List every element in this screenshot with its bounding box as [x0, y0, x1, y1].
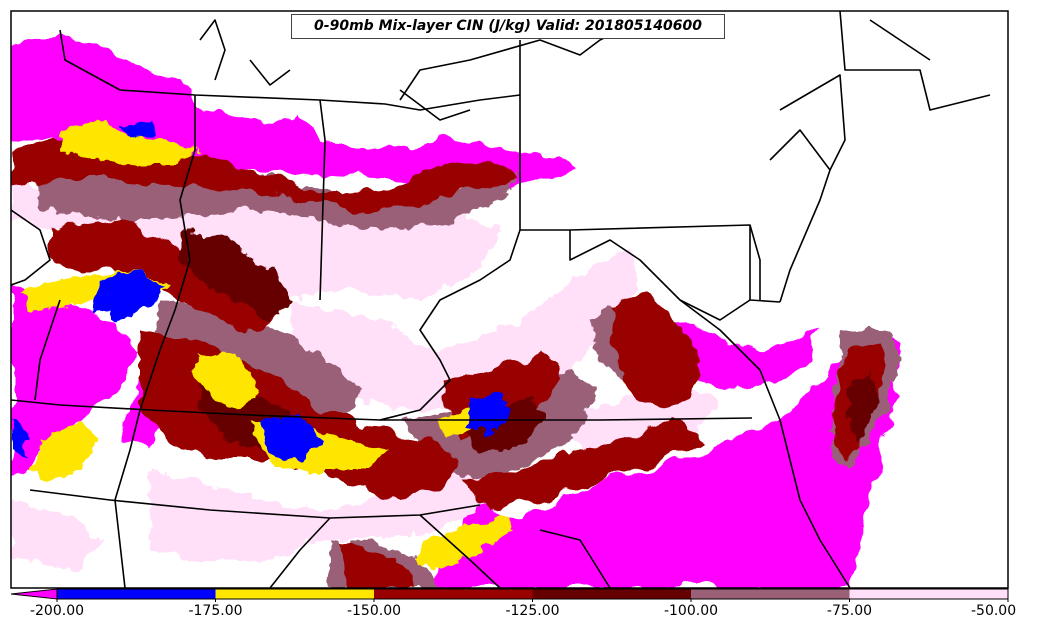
state-boundaries — [11, 11, 991, 588]
cin-blue-regions — [11, 120, 510, 460]
colorbar-tick-label: -200.00 — [29, 603, 85, 619]
colorbar — [10, 588, 1009, 602]
colorbar-bin-1 — [215, 589, 374, 599]
colorbar-tick-label: -75.00 — [826, 603, 873, 619]
colorbar-bin-5 — [849, 589, 1008, 599]
colorbar-under-triangle — [10, 588, 58, 600]
colorbar-tick-label: -50.00 — [970, 603, 1017, 619]
colorbar-bin-3 — [532, 589, 691, 599]
colorbar-bin-2 — [374, 589, 533, 599]
colorbar-tick-label: -150.00 — [346, 603, 402, 619]
map-frame — [10, 10, 1009, 589]
colorbar-bin-0 — [57, 589, 216, 599]
cin-field — [11, 11, 1008, 588]
colorbar-tick-label: -125.00 — [505, 603, 560, 619]
colorbar-tick-label: -175.00 — [188, 603, 243, 619]
map-title: 0-90mb Mix-layer CIN (J/kg) Valid: 20180… — [291, 14, 725, 39]
colorbar-tick-label: -100.00 — [663, 603, 719, 619]
colorbar-bin-4 — [691, 589, 850, 599]
